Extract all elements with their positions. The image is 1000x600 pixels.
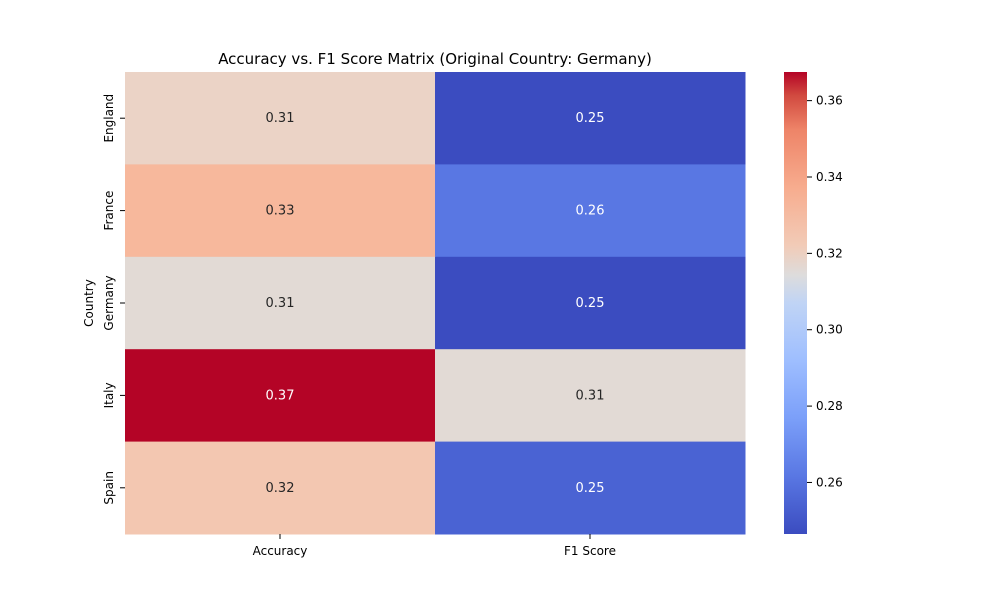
colorbar-tick-label: 0.26 xyxy=(816,475,843,489)
cell-label: 0.25 xyxy=(576,296,605,311)
y-tick-label: Italy xyxy=(102,382,116,408)
y-tick-label: Germany xyxy=(102,275,116,330)
colorbar xyxy=(784,72,807,534)
heatmap-cell-italy-accuracy xyxy=(125,349,436,443)
y-tick-label: Spain xyxy=(102,471,116,505)
cell-label: 0.31 xyxy=(266,296,295,311)
heatmap-cell-france-accuracy xyxy=(125,164,436,258)
y-axis-ticks: England France Germany Italy Spain xyxy=(102,94,125,505)
heatmap-cell-france-f1-score xyxy=(435,164,746,258)
heatmap-cell-italy-f1-score xyxy=(435,349,746,443)
colorbar-tick-label: 0.30 xyxy=(816,323,843,337)
heatmap-cell-spain-f1-score xyxy=(435,441,746,535)
heatmap-cell-spain-accuracy xyxy=(125,441,436,535)
cell-label: 0.25 xyxy=(576,111,605,126)
cell-label: 0.37 xyxy=(266,388,295,403)
colorbar-tick-label: 0.32 xyxy=(816,246,843,260)
heatmap-cell-germany-f1-score xyxy=(435,256,746,350)
cell-label: 0.25 xyxy=(576,481,605,496)
y-tick-label: France xyxy=(102,191,116,231)
heatmap-cell-england-f1-score xyxy=(435,72,746,165)
colorbar-tick-label: 0.34 xyxy=(816,170,843,184)
cell-label: 0.33 xyxy=(266,204,295,219)
heatmap-cell-germany-accuracy xyxy=(125,256,436,350)
x-tick-label: F1 Score xyxy=(564,544,616,558)
x-tick-label: Accuracy xyxy=(253,544,308,558)
cell-label: 0.31 xyxy=(576,388,605,403)
heatmap-cell-labels: 0.31 0.25 0.33 0.26 0.31 0.25 0.37 0.31 0.32 0.25 xyxy=(266,111,605,496)
heatmap-cells xyxy=(125,72,746,535)
cell-label: 0.32 xyxy=(266,481,295,496)
colorbar-ticks: 0.26 0.28 0.30 0.32 0.34 0.36 xyxy=(807,94,843,489)
heatmap-cell-england-accuracy xyxy=(125,72,436,165)
y-tick-label: England xyxy=(102,94,116,143)
cell-label: 0.26 xyxy=(576,204,605,219)
x-axis-ticks: Accuracy F1 Score xyxy=(253,534,616,558)
cell-label: 0.31 xyxy=(266,111,295,126)
colorbar-tick-label: 0.28 xyxy=(816,399,843,413)
colorbar-tick-label: 0.36 xyxy=(816,94,843,108)
chart-title: Accuracy vs. F1 Score Matrix (Original C… xyxy=(218,50,652,68)
y-axis-label: Country xyxy=(82,279,96,327)
